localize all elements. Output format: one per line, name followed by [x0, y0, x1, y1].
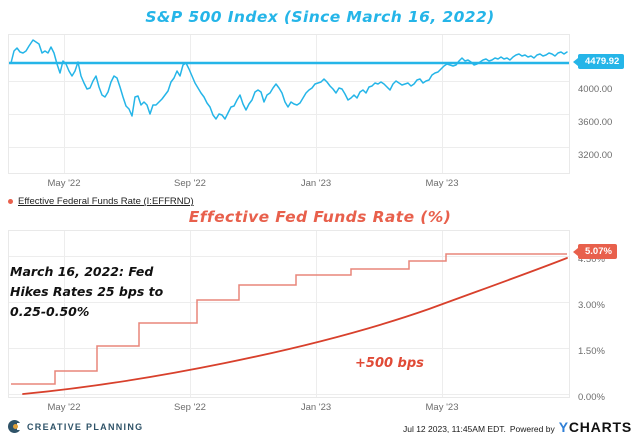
fed-funds-xtick-sep22: Sep '22 — [174, 402, 206, 413]
sp500-line — [10, 39, 568, 120]
fed-funds-chart-title: Effective Fed Funds Rate (%) — [188, 208, 452, 226]
bps-annotation: +500 bps — [355, 356, 424, 371]
bps-rise-curve — [22, 257, 568, 395]
ycharts-y-glyph: Y — [558, 419, 569, 435]
fed-funds-step-line — [11, 253, 567, 385]
sp500-gridlines — [9, 81, 569, 148]
creative-planning-wordmark: CREATIVE PLANNING — [27, 421, 144, 432]
sp500-xtick-jan23: Jan '23 — [300, 178, 332, 189]
creative-planning-logo: CREATIVE PLANNING — [8, 420, 143, 433]
fed-funds-ytick-300: 3.00% — [578, 300, 605, 311]
fed-funds-value-badge: 5.07% — [573, 244, 617, 259]
sp500-xtick-may23: May '23 — [425, 178, 459, 189]
fed-funds-svg — [9, 231, 569, 397]
sp500-xtick-may22: May '22 — [47, 178, 81, 189]
powered-by-label: Powered by — [509, 424, 555, 434]
fed-funds-vgridlines — [64, 231, 443, 397]
legend-label[interactable]: Effective Federal Funds Rate (I:EFFRND) — [18, 196, 194, 207]
ycharts-logo: YCHARTS — [559, 419, 632, 435]
rate-hike-annotation: March 16, 2022: Fed Hikes Rates 25 bps t… — [10, 264, 164, 319]
fed-funds-xtick-may23: May '23 — [425, 402, 459, 413]
sp500-xtick-sep22: Sep '22 — [174, 178, 206, 189]
sp500-plot-area — [8, 34, 570, 174]
creative-planning-mark-icon — [8, 420, 22, 433]
sp500-svg — [9, 35, 569, 173]
source-credit: Jul 12 2023, 11:45AM EDT. Powered by YCH… — [403, 419, 632, 435]
sp500-ytick-3200: 3200.00 — [578, 150, 613, 161]
fed-funds-ytick-450: 4.50% — [578, 254, 605, 265]
fed-funds-xtick-jan23: Jan '23 — [300, 402, 332, 413]
legend-marker-icon — [8, 199, 13, 204]
footer: CREATIVE PLANNING Jul 12 2023, 11:45AM E… — [0, 416, 640, 444]
ycharts-wordmark: CHARTS — [568, 419, 632, 435]
sp500-ytick-3600: 3600.00 — [578, 117, 613, 128]
fed-funds-ytick-150: 1.50% — [578, 346, 605, 357]
legend: Effective Federal Funds Rate (I:EFFRND) — [8, 196, 194, 207]
timestamp: Jul 12 2023, 11:45AM EDT. — [402, 424, 506, 434]
top-chart-title: S&P 500 Index (Since March 16, 2022) — [145, 8, 495, 26]
sp500-ytick-4000: 4000.00 — [578, 84, 613, 95]
fed-funds-xtick-may22: May '22 — [47, 402, 81, 413]
sp500-vgridlines — [64, 35, 443, 173]
fed-funds-ytick-000: 0.00% — [578, 392, 605, 403]
fed-funds-plot-area — [8, 230, 570, 398]
sp500-value-badge: 4479.92 — [572, 54, 625, 69]
